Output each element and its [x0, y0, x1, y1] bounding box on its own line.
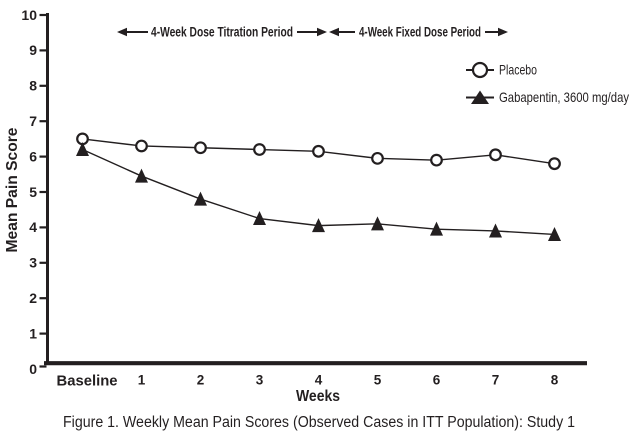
- arrow-right-icon: [498, 27, 508, 37]
- y-tick-label: 4: [29, 219, 37, 235]
- y-tick-label: 2: [29, 290, 37, 306]
- arrow-left-icon: [117, 27, 127, 37]
- x-tick-label: 5: [374, 373, 382, 388]
- y-tick-label: 10: [21, 7, 37, 23]
- placebo-marker: [253, 143, 266, 156]
- arrow-left-icon: [329, 27, 339, 37]
- y-tick-label: 8: [29, 78, 37, 94]
- y-tick-label: 9: [29, 42, 37, 58]
- y-tick-label: 7: [29, 113, 37, 129]
- fixed-dose-annotation: 4-Week Fixed Dose Period: [329, 25, 508, 40]
- y-tick-label: 0: [29, 361, 37, 377]
- figure-caption: Figure 1. Weekly Mean Pain Scores (Obser…: [63, 414, 575, 431]
- y-tick-label: 5: [29, 184, 37, 200]
- data-series: [76, 132, 561, 241]
- legend-placebo-label: Placebo: [499, 62, 537, 78]
- x-tick-label: 8: [551, 373, 559, 388]
- x-axis-ticks: Baseline 1 2 3 4 5 6 7 8: [57, 373, 559, 390]
- titration-period-label: 4-Week Dose Titration Period: [151, 25, 293, 40]
- gabapentin-marker: [76, 142, 89, 157]
- x-tick-label: Baseline: [57, 373, 118, 390]
- y-axis-ticks: 0 1 2 3 4 5 6 7 8 9 10: [21, 7, 47, 377]
- placebo-marker: [430, 153, 443, 167]
- placebo-marker: [371, 151, 384, 165]
- y-axis-title: Mean Pain Score: [4, 127, 21, 252]
- gabapentin-marker: [371, 216, 384, 231]
- x-tick-label: 3: [256, 373, 264, 388]
- y-tick-label: 6: [29, 148, 37, 164]
- y-tick-label: 1: [29, 325, 37, 341]
- x-tick-label: 1: [138, 373, 146, 388]
- placebo-marker: [135, 139, 148, 153]
- placebo-marker-icon: [471, 61, 489, 79]
- x-tick-label: 7: [492, 373, 500, 388]
- gabapentin-marker: [135, 168, 148, 183]
- gabapentin-marker: [194, 191, 207, 206]
- fixed-period-label: 4-Week Fixed Dose Period: [359, 25, 481, 40]
- gabapentin-marker: [312, 218, 325, 233]
- x-axis-title: Weeks: [296, 388, 340, 405]
- legend-gabapentin-label: Gabapentin, 3600 mg/day: [499, 89, 629, 105]
- legend: Placebo Gabapentin, 3600 mg/day: [466, 61, 629, 105]
- gabapentin-marker: [489, 223, 502, 238]
- gabapentin-marker: [548, 226, 561, 241]
- gabapentin-marker-icon: [471, 90, 489, 104]
- dose-titration-annotation: 4-Week Dose Titration Period: [117, 25, 327, 40]
- placebo-marker: [548, 157, 561, 171]
- placebo-marker: [312, 144, 325, 158]
- placebo-marker: [194, 141, 207, 155]
- x-tick-label: 4: [315, 373, 323, 388]
- gabapentin-marker: [430, 221, 443, 236]
- x-tick-label: 6: [433, 373, 441, 388]
- gabapentin-marker: [253, 211, 266, 226]
- x-tick-label: 2: [197, 373, 205, 388]
- placebo-marker: [489, 148, 502, 162]
- arrow-right-icon: [317, 27, 327, 37]
- y-tick-label: 3: [29, 255, 37, 271]
